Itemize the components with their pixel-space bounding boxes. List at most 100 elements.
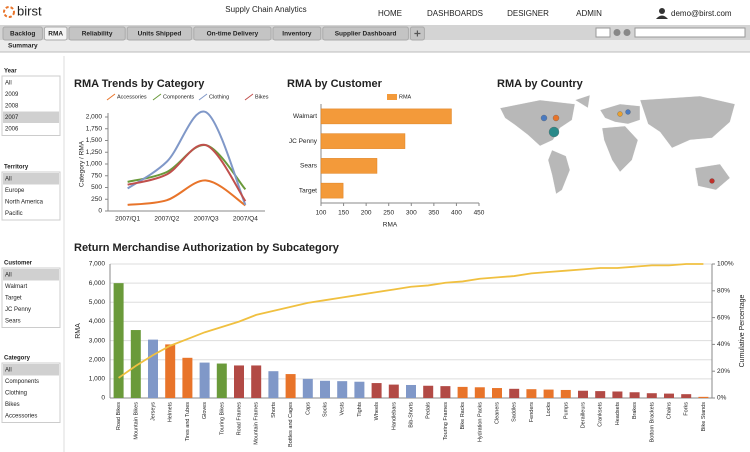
land <box>547 149 571 195</box>
filter-option[interactable]: North America <box>5 200 44 206</box>
y-tick-label: 750 <box>91 172 102 179</box>
tab[interactable] <box>43 26 68 41</box>
filter-option[interactable]: JC Penny <box>5 307 31 313</box>
toolbar-button[interactable] <box>613 29 621 36</box>
bar <box>199 362 210 398</box>
y2-axis-label: Cumulative Percentage <box>739 295 746 368</box>
legend-swatch <box>152 93 162 101</box>
add-tab-icon <box>414 30 421 37</box>
map-marker[interactable] <box>625 109 631 115</box>
map-marker[interactable] <box>552 114 560 122</box>
toolbar-button[interactable] <box>595 27 611 38</box>
x-tick-label: 150 <box>338 210 349 217</box>
y-tick-label: 6,000 <box>89 280 106 287</box>
x-axis-label: RMA <box>383 222 398 229</box>
search-box[interactable] <box>634 27 746 38</box>
nav-link[interactable]: DESIGNER <box>507 9 549 18</box>
filter-option[interactable]: Accessories <box>5 414 37 420</box>
bar <box>698 396 709 398</box>
filter-option[interactable]: Pacific <box>5 211 23 217</box>
tab-label: Reliability <box>82 31 113 38</box>
bar <box>165 344 176 398</box>
x-tick-label: 2007/Q1 <box>115 216 140 223</box>
x-tick-label: 200 <box>361 210 372 217</box>
land <box>601 125 639 173</box>
x-tick-label: Mountain Frames <box>254 402 260 445</box>
y-axis-label: RMA <box>75 323 82 339</box>
map-marker[interactable] <box>617 111 623 117</box>
bar <box>371 383 382 398</box>
y-tick-label: 500 <box>91 184 102 191</box>
toolbar-icons <box>595 27 746 38</box>
bar <box>681 394 692 398</box>
x-tick-label: Caps <box>305 402 311 415</box>
nav-link[interactable]: HOME <box>378 9 402 18</box>
logo-icon <box>3 6 15 18</box>
bar <box>337 381 348 398</box>
chart-title: RMA Trends by Category <box>74 78 205 90</box>
y2-tick-label: 80% <box>717 288 730 295</box>
nav-link[interactable]: ADMIN <box>576 9 602 18</box>
map-marker[interactable] <box>548 126 560 138</box>
bar <box>251 365 262 398</box>
x-tick-label: 2007/Q3 <box>194 216 219 223</box>
bar <box>320 108 452 125</box>
filter-title: Territory <box>4 165 29 171</box>
filter-selected <box>3 111 59 123</box>
land <box>639 95 736 149</box>
tab[interactable] <box>193 26 272 41</box>
toolbar-button[interactable] <box>623 29 631 36</box>
legend-label: Clothing <box>209 94 229 100</box>
user-name[interactable]: demo@birst.com <box>671 9 732 18</box>
x-tick-label: 250 <box>383 210 394 217</box>
x-tick-label: Helmets <box>168 402 174 422</box>
map-marker[interactable] <box>540 114 548 122</box>
bar <box>629 392 640 398</box>
x-tick-label: Mountain Bikes <box>133 402 139 440</box>
y-tick-label: 0 <box>101 395 105 402</box>
filter-selected <box>3 269 59 281</box>
filter-option[interactable]: Clothing <box>5 391 27 397</box>
y-tick-label: 2,000 <box>89 356 106 363</box>
y-axis-label: Category / RMA <box>79 140 86 187</box>
tab[interactable] <box>68 26 126 41</box>
tab[interactable] <box>2 26 43 41</box>
x-tick-label: Headsets <box>615 402 621 425</box>
x-tick-label: Touring Bikes <box>219 402 225 435</box>
x-tick-label: 300 <box>406 210 417 217</box>
legend-swatch <box>387 94 397 100</box>
y-tick-label: Sears <box>300 163 318 170</box>
bar <box>268 371 279 398</box>
y-tick-label: 1,750 <box>86 125 103 132</box>
filter-option[interactable]: All <box>5 273 12 279</box>
legend-swatch <box>198 93 208 101</box>
tab[interactable] <box>126 26 193 41</box>
map-marker[interactable] <box>709 178 715 184</box>
filter-option[interactable]: 2007 <box>5 115 19 121</box>
y-tick-label: 7,000 <box>89 261 106 268</box>
x-tick-label: Gloves <box>202 402 208 419</box>
bar <box>320 158 378 174</box>
filter-option[interactable]: Walmart <box>5 284 27 290</box>
y-tick-label: 5,000 <box>89 299 106 306</box>
nav-link[interactable]: DASHBOARDS <box>427 9 483 18</box>
filter-option[interactable]: Bikes <box>5 402 20 408</box>
filter-option[interactable]: 2008 <box>5 104 19 110</box>
filter-option[interactable]: All <box>5 368 12 374</box>
filter-title: Customer <box>4 261 33 267</box>
filter-option[interactable]: All <box>5 177 12 183</box>
filter-option[interactable]: All <box>5 81 12 87</box>
tab[interactable] <box>322 26 409 41</box>
bar <box>182 357 193 398</box>
tab[interactable] <box>272 26 322 41</box>
filter-option[interactable]: 2009 <box>5 92 19 98</box>
filter-option[interactable]: 2006 <box>5 127 19 133</box>
filter-option[interactable]: Europe <box>5 188 25 194</box>
x-tick-label: Pedals <box>426 402 432 419</box>
filter-option[interactable]: Target <box>5 296 22 302</box>
y-tick-label: 0 <box>98 208 102 215</box>
filter-option[interactable]: Sears <box>5 319 21 325</box>
logo: birst <box>17 3 42 18</box>
filter-option[interactable]: Components <box>5 379 39 385</box>
